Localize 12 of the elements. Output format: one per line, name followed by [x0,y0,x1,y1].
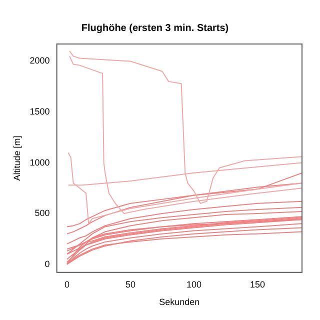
x-tick-label: 0 [64,279,70,290]
chart-title: Flughöhe (ersten 3 min. Starts) [81,22,229,34]
y-tick-label: 1000 [30,157,50,168]
y-tick-label: 0 [44,258,50,269]
y-tick-label: 500 [34,208,50,218]
x-tick-label: 100 [186,279,202,290]
x-axis-title: Sekunden [159,297,200,308]
x-tick-label: 50 [125,279,136,290]
y-tick-label: 2000 [30,56,50,66]
y-axis-title: Altitude [m] [12,136,22,181]
x-tick-label: 150 [250,279,266,290]
y-tick-label: 1500 [30,106,50,116]
